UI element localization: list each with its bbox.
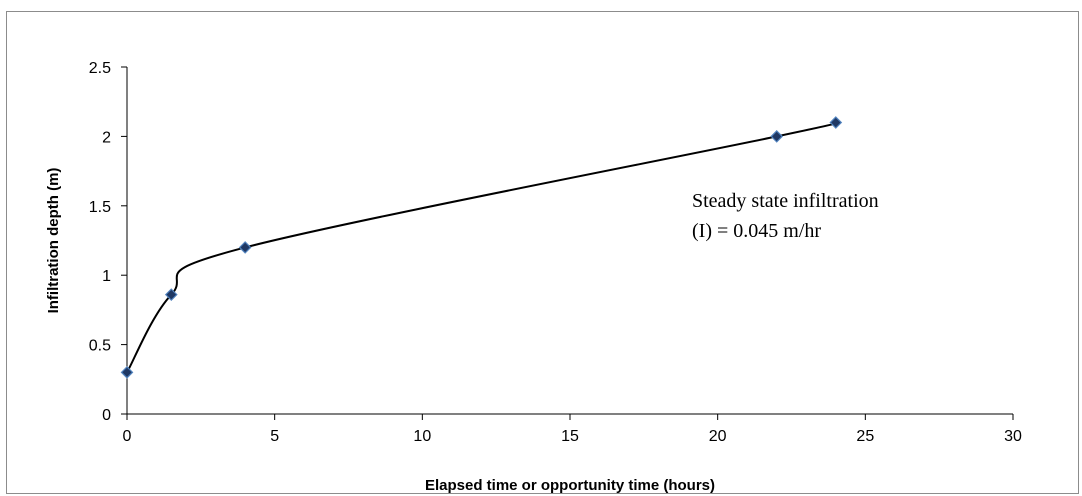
axes [126,67,1013,415]
annotation-line-1: Steady state infiltration [692,190,879,212]
y-tick-label: 2.5 [89,60,111,77]
y-tick-label: 2 [102,129,111,146]
data-point-marker [770,130,784,143]
x-tick-label: 15 [561,428,579,445]
series-line [126,121,841,373]
x-tick-label: 10 [413,428,431,445]
series-line-layer [126,121,841,373]
data-point-marker [164,288,178,301]
x-axis-title: Elapsed time or opportunity time (hours) [425,477,715,494]
y-tick-label: 1.5 [89,199,111,216]
y-axis-title: Infiltration depth (m) [45,168,62,314]
x-tick-label: 20 [709,428,727,445]
annotation-line-2: (I) = 0.045 m/hr [692,220,821,242]
series-markers [120,116,843,379]
data-point-marker [120,366,134,379]
x-tick-label: 0 [123,428,132,445]
x-tick-label: 25 [856,428,874,445]
x-tick-label: 5 [270,428,279,445]
y-tick-label: 1 [102,268,111,285]
y-tick-label: 0 [102,407,111,424]
x-tick-label: 30 [1004,428,1022,445]
ticks: 0 0.5 1 1.5 2 2.5 0 5 10 15 20 25 30 [89,60,1022,445]
y-tick-label: 0.5 [89,338,111,355]
data-point-marker [829,116,843,129]
data-point-marker [238,241,252,254]
